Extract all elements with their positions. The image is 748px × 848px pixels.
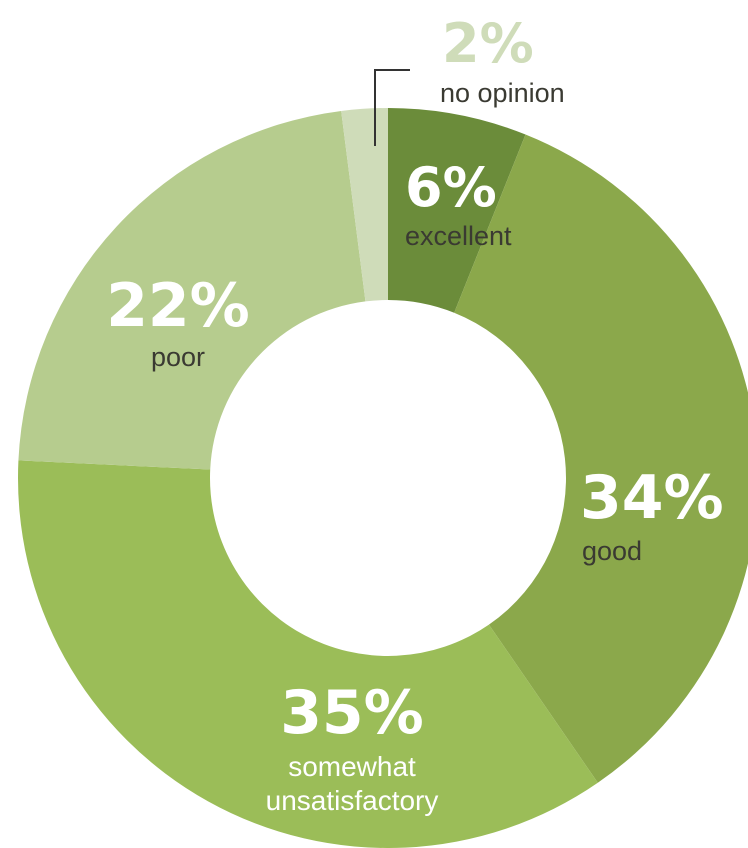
somewhat-unsatisfactory-category-label-line-1: somewhat	[288, 751, 416, 782]
excellent-category-label: excellent	[405, 221, 512, 251]
excellent-slice	[388, 108, 526, 313]
no-opinion-slice	[341, 108, 388, 302]
poor-slice	[18, 110, 366, 470]
somewhat-unsatisfactory-slice	[18, 460, 598, 848]
no-opinion-category-label: no opinion	[440, 78, 565, 108]
donut-labels: 6% excellent 34% good 35% somewhat unsat…	[106, 12, 723, 816]
good-category-label: good	[582, 536, 642, 566]
poor-category-label: poor	[151, 342, 205, 372]
somewhat-unsatisfactory-percent-label: 35%	[280, 678, 424, 748]
excellent-percent-label: 6%	[405, 156, 497, 219]
donut-slices	[18, 108, 748, 848]
good-slice	[454, 134, 748, 783]
poor-percent-label: 22%	[106, 271, 250, 341]
good-percent-label: 34%	[580, 463, 724, 533]
somewhat-unsatisfactory-category-label-line-2: unsatisfactory	[266, 785, 439, 816]
no-opinion-percent-label: 2%	[442, 12, 534, 75]
